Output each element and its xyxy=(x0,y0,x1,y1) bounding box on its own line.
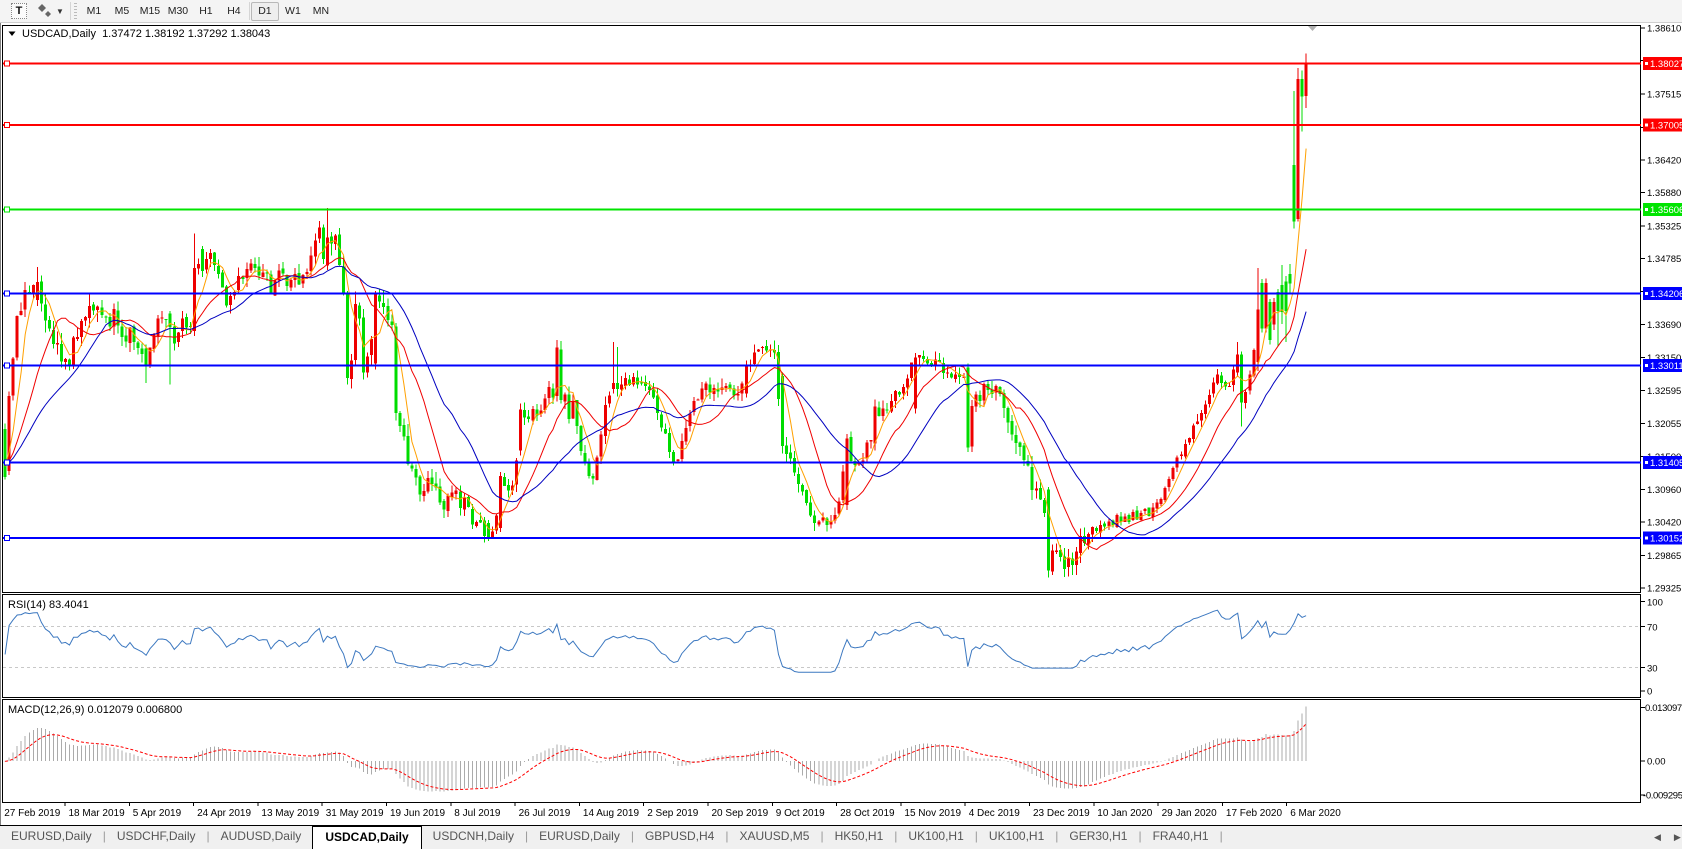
svg-text:1.29865: 1.29865 xyxy=(1647,551,1681,562)
svg-text:1.33690: 1.33690 xyxy=(1647,320,1681,331)
svg-text:1.32055: 1.32055 xyxy=(1647,419,1681,430)
svg-text:1.32595: 1.32595 xyxy=(1647,386,1681,397)
svg-text:13 May 2019: 13 May 2019 xyxy=(261,808,319,819)
svg-text:1.30960: 1.30960 xyxy=(1647,485,1681,496)
svg-text:100: 100 xyxy=(1647,598,1663,609)
svg-text:27 Feb 2019: 27 Feb 2019 xyxy=(4,808,61,819)
svg-text:29 Jan 2020: 29 Jan 2020 xyxy=(1162,808,1217,819)
svg-text:10 Jan 2020: 10 Jan 2020 xyxy=(1097,808,1152,819)
svg-text:26 Jul 2019: 26 Jul 2019 xyxy=(519,808,571,819)
svg-text:0.013097: 0.013097 xyxy=(1645,703,1682,714)
svg-text:0: 0 xyxy=(1647,687,1652,698)
svg-text:31 May 2019: 31 May 2019 xyxy=(326,808,384,819)
svg-text:30: 30 xyxy=(1647,664,1658,675)
svg-text:23 Dec 2019: 23 Dec 2019 xyxy=(1033,808,1090,819)
svg-text:MACD(12,26,9) 0.012079 0.00680: MACD(12,26,9) 0.012079 0.006800 xyxy=(8,704,182,716)
svg-text:RSI(14) 83.4041: RSI(14) 83.4041 xyxy=(8,599,89,611)
svg-text:1.30152: 1.30152 xyxy=(1650,534,1682,545)
svg-text:1.31405: 1.31405 xyxy=(1650,458,1682,469)
svg-text:0.00: 0.00 xyxy=(1647,757,1666,768)
svg-text:18 Mar 2019: 18 Mar 2019 xyxy=(69,808,126,819)
svg-text:1.37515: 1.37515 xyxy=(1647,90,1681,101)
svg-text:15 Nov 2019: 15 Nov 2019 xyxy=(904,808,961,819)
svg-text:5 Apr 2019: 5 Apr 2019 xyxy=(133,808,182,819)
svg-text:1.37005: 1.37005 xyxy=(1650,120,1682,131)
svg-text:28 Oct 2019: 28 Oct 2019 xyxy=(840,808,895,819)
svg-text:19 Jun 2019: 19 Jun 2019 xyxy=(390,808,445,819)
svg-text:17 Feb 2020: 17 Feb 2020 xyxy=(1226,808,1283,819)
svg-text:1.34206: 1.34206 xyxy=(1650,289,1682,300)
svg-text:1.29325: 1.29325 xyxy=(1647,583,1681,594)
svg-text:9 Oct 2019: 9 Oct 2019 xyxy=(776,808,825,819)
svg-text:24 Apr 2019: 24 Apr 2019 xyxy=(197,808,251,819)
svg-text:1.38610: 1.38610 xyxy=(1647,24,1681,35)
svg-text:20 Sep 2019: 20 Sep 2019 xyxy=(712,808,769,819)
svg-text:1.30420: 1.30420 xyxy=(1647,517,1681,528)
svg-text:70: 70 xyxy=(1647,623,1658,634)
svg-text:1.38027: 1.38027 xyxy=(1650,59,1682,70)
svg-text:1.35880: 1.35880 xyxy=(1647,188,1681,199)
svg-text:4 Dec 2019: 4 Dec 2019 xyxy=(969,808,1021,819)
svg-text:1.35325: 1.35325 xyxy=(1647,222,1681,233)
svg-text:2 Sep 2019: 2 Sep 2019 xyxy=(647,808,699,819)
svg-text:1.33011: 1.33011 xyxy=(1650,361,1682,372)
svg-text:1.35606: 1.35606 xyxy=(1650,205,1682,216)
svg-text:8 Jul 2019: 8 Jul 2019 xyxy=(454,808,501,819)
svg-text:1.33150: 1.33150 xyxy=(1647,353,1681,364)
svg-text:14 Aug 2019: 14 Aug 2019 xyxy=(583,808,640,819)
svg-text:6 Mar 2020: 6 Mar 2020 xyxy=(1290,808,1341,819)
svg-text:-0.009295: -0.009295 xyxy=(1643,791,1682,802)
svg-text:USDCAD,Daily 1.37472 1.38192: USDCAD,Daily 1.37472 1.38192 1.37292 1.3… xyxy=(22,28,270,40)
svg-text:1.34785: 1.34785 xyxy=(1647,254,1681,265)
svg-text:1.36420: 1.36420 xyxy=(1647,156,1681,167)
